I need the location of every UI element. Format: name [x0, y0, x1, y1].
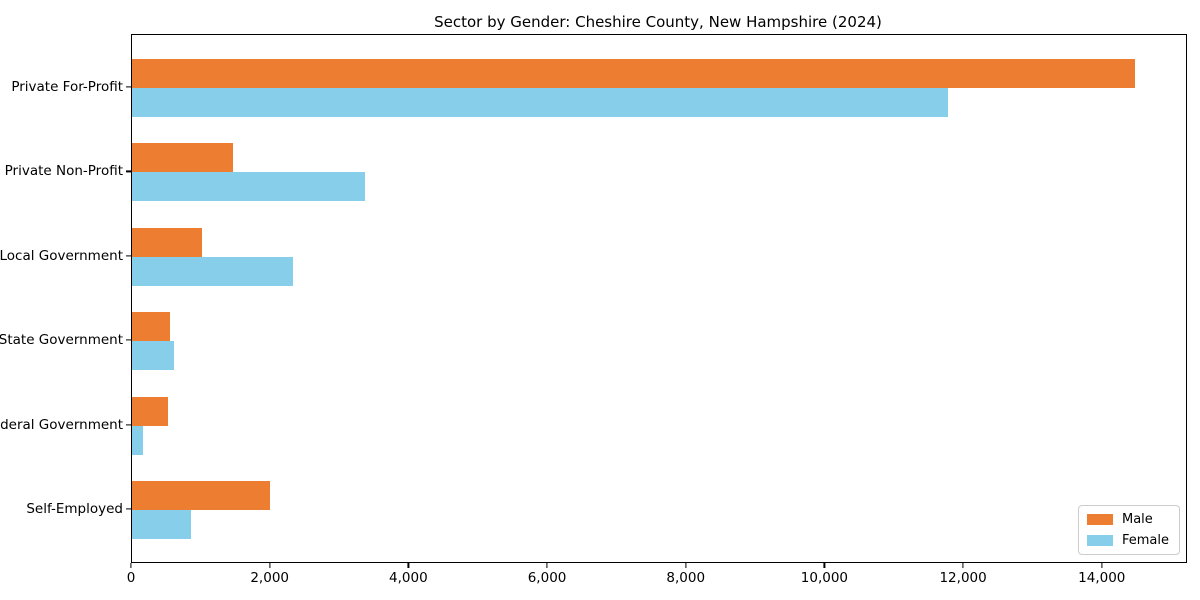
legend-entry-female: Female	[1086, 533, 1169, 548]
bar-male-state-government	[132, 312, 170, 342]
y-tick-label-local-government: Local Government	[0, 247, 123, 264]
y-tick-label-federal-government: Federal Government	[0, 416, 123, 433]
y-tick-label-state-government: State Government	[0, 332, 123, 349]
y-tick-mark	[126, 424, 131, 426]
legend: Male Female	[1077, 505, 1180, 555]
chart-title: Sector by Gender: Cheshire County, New H…	[434, 13, 882, 31]
bar-male-self-employed	[132, 481, 270, 510]
x-tick-label-2-000: 2,000	[250, 570, 289, 586]
x-tick-mark	[962, 563, 964, 568]
x-tick-label-4-000: 4,000	[389, 570, 428, 586]
x-tick-mark	[546, 563, 548, 568]
x-tick-label-0: 0	[126, 570, 136, 586]
x-tick-label-10-000: 10,000	[800, 570, 849, 586]
legend-swatch-male	[1086, 514, 1113, 525]
x-tick-mark	[823, 563, 825, 568]
legend-label-male: Male	[1121, 512, 1153, 527]
x-tick-label-8-000: 8,000	[666, 570, 706, 586]
legend-label-female: Female	[1121, 533, 1169, 548]
x-tick-label-14-000: 14,000	[1078, 570, 1126, 586]
x-tick-mark	[1101, 563, 1103, 568]
y-tick-label-self-employed: Self-Employed	[26, 501, 123, 517]
bar-female-local-government	[132, 256, 293, 286]
y-tick-label-private-for-profit: Private For-Profit	[11, 79, 123, 95]
y-tick-mark	[126, 255, 131, 257]
bar-female-private-for-profit	[132, 88, 948, 117]
y-tick-mark	[126, 508, 131, 510]
bar-female-self-employed	[132, 510, 191, 539]
legend-entry-male: Male	[1086, 512, 1169, 527]
x-tick-mark	[407, 563, 409, 568]
bar-female-state-government	[132, 341, 174, 371]
bar-male-local-government	[132, 227, 202, 257]
x-tick-label-6-000: 6,000	[527, 570, 567, 586]
y-tick-mark	[126, 339, 131, 341]
x-tick-mark	[269, 563, 271, 568]
bar-male-private-non-profit	[132, 143, 233, 173]
bar-male-federal-government	[132, 396, 168, 426]
x-tick-label-12-000: 12,000	[939, 570, 987, 586]
y-tick-mark	[126, 170, 131, 172]
bar-male-private-for-profit	[132, 59, 1135, 88]
x-tick-mark	[685, 563, 687, 568]
plot-area: Male Female	[131, 34, 1187, 563]
bar-female-private-non-profit	[132, 172, 365, 202]
y-tick-mark	[126, 86, 131, 88]
legend-swatch-female	[1086, 535, 1113, 546]
x-tick-mark	[130, 563, 132, 568]
y-tick-label-private-non-profit: Private Non-Profit	[4, 163, 123, 180]
bar-female-federal-government	[132, 425, 143, 455]
